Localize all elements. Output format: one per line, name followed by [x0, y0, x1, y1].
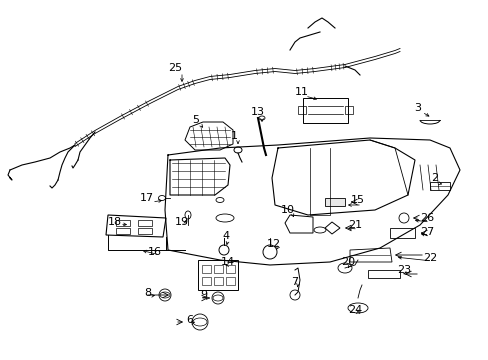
- Text: 20: 20: [340, 257, 354, 267]
- Bar: [202, 265, 210, 273]
- Bar: [138, 220, 152, 226]
- Text: 19: 19: [175, 217, 189, 227]
- Bar: [116, 220, 130, 226]
- Bar: [214, 265, 223, 273]
- Bar: [297, 106, 305, 114]
- Bar: [214, 277, 223, 285]
- Text: 7: 7: [291, 277, 298, 287]
- Text: 11: 11: [294, 87, 308, 97]
- Text: 13: 13: [250, 107, 264, 117]
- Bar: [345, 106, 352, 114]
- Text: 24: 24: [347, 305, 362, 315]
- Text: 18: 18: [108, 217, 122, 227]
- Text: 2: 2: [430, 173, 438, 183]
- Bar: [325, 198, 345, 206]
- Text: 5: 5: [192, 115, 199, 125]
- Bar: [303, 98, 347, 123]
- Text: 8: 8: [144, 288, 151, 298]
- Text: 16: 16: [148, 247, 162, 257]
- Text: 6: 6: [186, 315, 193, 325]
- Text: 10: 10: [281, 205, 294, 215]
- Bar: [116, 228, 130, 234]
- Text: 23: 23: [396, 265, 410, 275]
- Bar: [225, 265, 235, 273]
- Text: 15: 15: [350, 195, 364, 205]
- Text: 12: 12: [266, 239, 281, 249]
- Bar: [429, 182, 449, 190]
- Text: 26: 26: [419, 213, 433, 223]
- Text: 14: 14: [221, 257, 235, 267]
- Bar: [225, 277, 235, 285]
- Text: 25: 25: [167, 63, 182, 73]
- Text: 9: 9: [200, 290, 207, 300]
- Text: 1: 1: [230, 131, 237, 141]
- Text: 27: 27: [419, 227, 433, 237]
- Bar: [198, 260, 238, 290]
- Text: 22: 22: [422, 253, 436, 263]
- Text: 17: 17: [140, 193, 154, 203]
- Bar: [202, 277, 210, 285]
- Text: 21: 21: [347, 220, 361, 230]
- Text: 3: 3: [414, 103, 421, 113]
- Bar: [138, 228, 152, 234]
- Text: 4: 4: [222, 231, 229, 241]
